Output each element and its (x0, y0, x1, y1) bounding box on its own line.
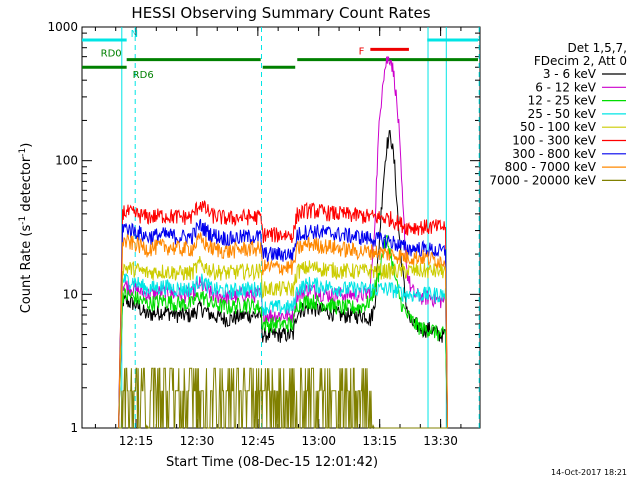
legend-entry-label: 6 - 12 keV (535, 80, 597, 94)
footer-timestamp: 14-Oct-2017 18:21 (551, 468, 627, 477)
state-bar-label: F (359, 46, 365, 57)
series-line (118, 255, 448, 429)
series-line (118, 232, 448, 429)
chart-title: HESSI Observing Summary Count Rates (131, 4, 430, 22)
y-label-sup2: -1 (18, 148, 28, 157)
y-tick-label: 1 (70, 421, 78, 435)
legend-entry-label: 7000 - 20000 keV (489, 173, 596, 187)
series-line (118, 367, 448, 430)
series-line (118, 218, 448, 429)
legend-entry-label: 100 - 300 keV (512, 134, 596, 148)
series-line (118, 273, 448, 429)
legend-entry-label: 3 - 6 keV (543, 67, 597, 81)
series-line (118, 235, 448, 429)
legend-entry-label: 300 - 800 keV (512, 147, 596, 161)
legend-header-2: FDecim 2, Att 0 (534, 54, 627, 68)
plot-area: 12:15 12:30 12:45 13:00 13:15 13:30 1 10 100 100… (47, 20, 481, 448)
state-bar-label: RD0 (101, 49, 122, 60)
x-tick-label: 13:30 (423, 434, 458, 448)
y-tick-label: 1000 (47, 20, 78, 34)
series-line (118, 55, 448, 429)
state-bar-label: RD6 (133, 70, 154, 81)
series-line (118, 200, 448, 429)
y-label-main: Count Rate (s (19, 225, 34, 314)
legend-entry-label: 800 - 7000 keV (505, 160, 597, 174)
y-tick-label: 10 (63, 287, 78, 301)
plot-frame (81, 26, 481, 429)
state-bar-label: N (131, 29, 138, 40)
series-line (118, 130, 448, 429)
y-axis-label: Count Rate (s-1 detector-1) (18, 143, 34, 314)
x-axis-label: Start Time (08-Dec-15 12:01:42) (166, 455, 378, 470)
x-tick-label: 12:30 (180, 434, 215, 448)
x-tick-label: 13:15 (362, 434, 397, 448)
x-tick-label: 12:45 (241, 434, 276, 448)
y-tick-label: 100 (55, 154, 78, 168)
legend-header-1: Det 1,5,7, (568, 41, 628, 55)
y-label-mid: detector (19, 156, 34, 216)
x-axis: 12:15 12:30 12:45 13:00 13:15 13:30 (94, 27, 462, 448)
series-lines (118, 55, 448, 430)
x-tick-label: 13:00 (301, 434, 336, 448)
legend-entry-label: 12 - 25 keV (528, 94, 597, 108)
legend-entry-label: 25 - 50 keV (528, 107, 597, 121)
legend-entry-label: 50 - 100 keV (520, 120, 597, 134)
state-bars: N F RD0 RD6 (82, 29, 478, 81)
y-label-end: ) (19, 143, 34, 148)
x-tick-label: 12:15 (119, 434, 154, 448)
y-label-sup1: -1 (18, 216, 28, 225)
